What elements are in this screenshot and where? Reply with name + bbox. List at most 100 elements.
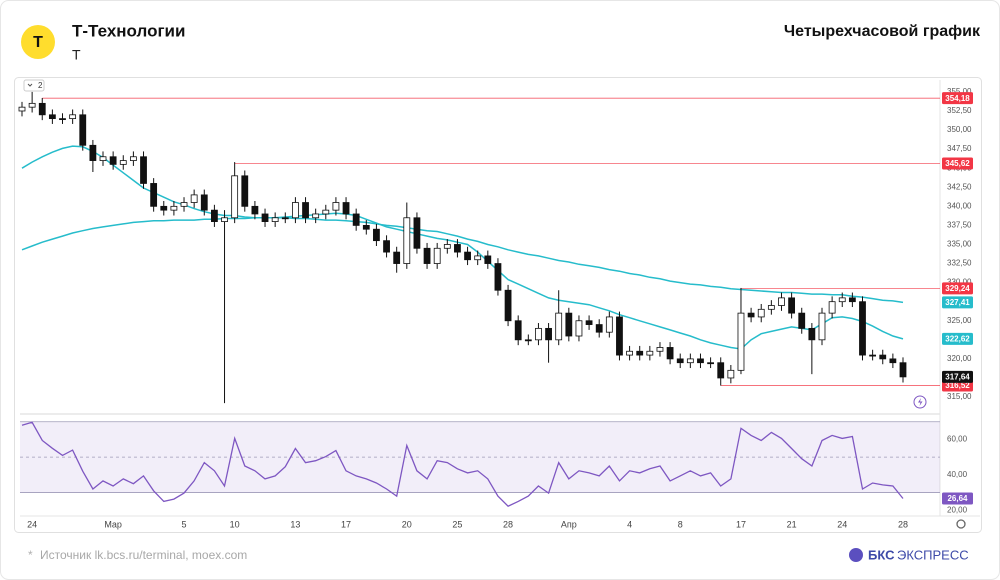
candle-body: [555, 312, 563, 341]
candle-body: [545, 327, 552, 341]
x-tick-label: 20: [402, 519, 412, 529]
candle-body: [261, 213, 269, 222]
x-tick-label: 17: [341, 519, 351, 529]
candle-body: [383, 240, 390, 253]
candle-body: [494, 263, 502, 291]
candle-body: [646, 350, 654, 356]
level-label: 316,52: [945, 381, 970, 390]
y-tick-label: 330,00: [947, 278, 972, 287]
candle-body: [676, 358, 684, 364]
ma-label-box: [942, 296, 973, 309]
candle-body: [666, 347, 674, 360]
candle-body: [737, 312, 745, 371]
level-label: 354,18: [945, 94, 970, 103]
candle-body: [99, 156, 107, 161]
candle-body: [504, 289, 512, 322]
candle-body: [413, 217, 421, 249]
rsi-line: [21, 421, 904, 507]
y-tick-label: 352,50: [947, 106, 972, 115]
pane-badge[interactable]: [23, 79, 45, 92]
candle-body: [514, 320, 522, 341]
y-tick-label: 315,00: [947, 392, 972, 401]
candle-body: [636, 350, 644, 356]
settings-icon[interactable]: [956, 519, 966, 529]
candle-body: [464, 251, 471, 261]
logo: [21, 25, 55, 59]
candle-body: [626, 350, 633, 356]
candle-body: [443, 244, 451, 249]
x-tick-label: 5: [182, 519, 187, 529]
candle-body: [727, 369, 735, 379]
rsi-tick-label: 40,00: [947, 470, 968, 479]
level-label: 345,62: [945, 159, 970, 168]
candle-body: [18, 106, 26, 112]
ma-label: 322,62: [945, 335, 970, 344]
x-tick-label: 28: [898, 519, 908, 529]
candle-body: [595, 324, 603, 333]
x-tick-label: 21: [787, 519, 797, 529]
brand-icon: [849, 548, 863, 562]
candle-body: [28, 102, 36, 108]
y-tick-label: 355,00: [947, 87, 972, 96]
y-tick-label: 350,00: [947, 125, 972, 134]
candle-body: [241, 175, 249, 207]
candle-body: [707, 362, 714, 365]
candle-body: [565, 312, 573, 337]
candle-body: [524, 339, 532, 342]
candle-body: [747, 312, 755, 318]
candle-body: [362, 225, 370, 230]
x-tick-label: 8: [678, 519, 683, 529]
candle-body: [200, 194, 208, 211]
candle-body: [59, 118, 66, 121]
level-label-box: [942, 282, 973, 295]
brand-bold: БКС: [868, 547, 895, 562]
footnote-star: *: [28, 548, 33, 562]
candle-body: [119, 160, 127, 165]
candle-body: [352, 213, 360, 226]
ma-label: 327,41: [945, 298, 970, 307]
y-tick-label: 332,50: [947, 259, 972, 268]
candle-body: [231, 175, 239, 219]
candle-body: [251, 205, 259, 215]
source: Источник lk.bcs.ru/terminal, moex.com: [40, 548, 247, 562]
candle-body: [373, 228, 380, 242]
candle-body: [302, 202, 309, 219]
x-tick-label: 10: [230, 519, 240, 529]
candle-body: [403, 217, 411, 264]
x-tick-label: Апр: [561, 519, 577, 529]
y-tick-label: 342,50: [947, 182, 972, 191]
candle-body: [484, 255, 492, 264]
candle-body: [89, 144, 97, 161]
x-tick-label: Мар: [104, 519, 122, 529]
candle-body: [575, 320, 583, 337]
x-tick-label: 24: [27, 519, 37, 529]
x-tick-label: 17: [736, 519, 746, 529]
candle-body: [69, 114, 77, 120]
candle-body: [828, 301, 836, 314]
y-tick-label: 347,50: [947, 144, 972, 153]
candle-body: [798, 312, 806, 329]
candle-body: [808, 327, 816, 341]
brand-rest: ЭКСПРЕСС: [897, 547, 969, 562]
chart-frame: [14, 77, 982, 533]
x-tick-label: 25: [452, 519, 462, 529]
rsi-tick-label: 20,00: [947, 505, 968, 514]
y-tick-label: 325,00: [947, 316, 972, 325]
company-title: Т-Технологии: [72, 21, 185, 40]
candle-body: [869, 354, 877, 357]
candle-body: [342, 202, 350, 215]
candle-body: [616, 316, 623, 356]
x-tick-label: 28: [503, 519, 513, 529]
x-tick-label: 24: [837, 519, 847, 529]
candle-body: [129, 156, 137, 161]
moving-average: [21, 217, 904, 304]
candle-body: [818, 312, 826, 341]
chart-kind: Четырехчасовой график: [784, 23, 981, 40]
last-price-label: 317,64: [945, 373, 970, 382]
candle-body: [433, 247, 441, 264]
level-label: 329,24: [945, 284, 970, 293]
candle-body: [778, 297, 785, 306]
moving-average: [21, 145, 904, 350]
chevron-icon: [27, 83, 33, 87]
